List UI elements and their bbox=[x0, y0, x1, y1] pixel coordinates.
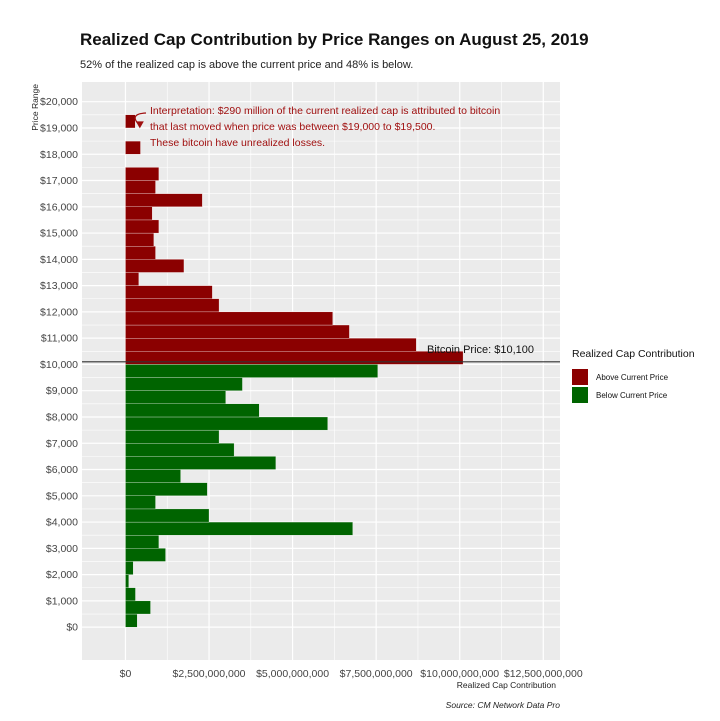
x-tick-label: $12,500,000,000 bbox=[504, 668, 583, 680]
y-tick-label: $2,000 bbox=[46, 569, 78, 581]
legend-item-above: Above Current Price bbox=[572, 368, 695, 386]
bar-above bbox=[125, 180, 156, 194]
y-tick-label: $17,000 bbox=[40, 175, 78, 187]
legend-title: Realized Cap Contribution bbox=[572, 348, 695, 360]
y-tick-label: $5,000 bbox=[46, 490, 78, 502]
current-price-label: Bitcoin Price: $10,100 bbox=[427, 344, 534, 356]
bar-above bbox=[125, 351, 464, 365]
legend-swatch-above bbox=[572, 369, 588, 385]
bar-above bbox=[125, 232, 155, 247]
y-tick-label: $3,000 bbox=[46, 543, 78, 555]
annotation-line: These bitcoin have unrealized losses. bbox=[150, 137, 325, 149]
bar-below bbox=[125, 508, 210, 523]
bar-below bbox=[125, 429, 220, 444]
bar-above bbox=[125, 285, 213, 299]
y-tick-label: $4,000 bbox=[46, 517, 78, 529]
bar-below bbox=[125, 535, 160, 549]
x-tick-label: $2,500,000,000 bbox=[173, 668, 246, 680]
bar-below bbox=[125, 600, 151, 615]
bar-above bbox=[125, 272, 139, 286]
annotation-arrowhead bbox=[135, 121, 144, 129]
bar-above bbox=[125, 259, 185, 273]
annotation-line: Interpretation: $290 million of the curr… bbox=[150, 105, 500, 117]
y-tick-label: $18,000 bbox=[40, 149, 78, 161]
y-tick-label: $11,000 bbox=[41, 333, 78, 345]
y-tick-label: $7,000 bbox=[46, 438, 78, 450]
chart-subtitle: 52% of the realized cap is above the cur… bbox=[80, 59, 414, 71]
bar-above bbox=[125, 219, 160, 234]
bar-below bbox=[125, 521, 353, 536]
bar-above bbox=[125, 338, 417, 352]
bar-below bbox=[125, 561, 134, 575]
legend-item-below: Below Current Price bbox=[572, 386, 695, 404]
bar-above bbox=[125, 193, 203, 207]
bar-below bbox=[125, 416, 328, 431]
y-tick-label: $12,000 bbox=[40, 306, 78, 318]
bar-below bbox=[125, 495, 156, 510]
bar-below bbox=[125, 377, 243, 391]
bar-below bbox=[125, 456, 277, 470]
bar-above bbox=[125, 167, 160, 181]
y-tick-label: $1,000 bbox=[46, 595, 78, 607]
x-tick-label: $5,000,000,000 bbox=[256, 668, 329, 680]
bar-below bbox=[125, 613, 138, 628]
y-tick-label: $9,000 bbox=[46, 385, 78, 397]
x-axis-title: Realized Cap Contribution bbox=[457, 680, 556, 690]
legend-label-below: Below Current Price bbox=[596, 390, 668, 400]
y-tick-label: $19,000 bbox=[40, 122, 78, 134]
bar-above bbox=[125, 140, 141, 155]
bar-below bbox=[125, 587, 136, 602]
bar-below bbox=[125, 364, 378, 378]
bar-below bbox=[125, 390, 226, 404]
y-tick-label: $13,000 bbox=[40, 280, 78, 292]
y-tick-label: $0 bbox=[66, 622, 78, 634]
x-tick-label: $7,500,000,000 bbox=[340, 668, 413, 680]
y-tick-label: $15,000 bbox=[40, 228, 78, 240]
bar-above bbox=[125, 311, 333, 326]
bar-below bbox=[125, 403, 260, 418]
bar-below bbox=[125, 548, 166, 562]
y-tick-label: $16,000 bbox=[40, 201, 78, 213]
chart-title: Realized Cap Contribution by Price Range… bbox=[80, 30, 589, 49]
bar-above bbox=[125, 114, 136, 129]
bar-above bbox=[125, 206, 153, 221]
y-tick-label: $8,000 bbox=[46, 411, 78, 423]
bar-above bbox=[125, 324, 350, 339]
bar-below bbox=[125, 469, 181, 483]
bar-above bbox=[125, 298, 220, 313]
y-axis-title: Price Range bbox=[30, 84, 40, 131]
y-tick-label: $14,000 bbox=[40, 254, 78, 266]
bar-below bbox=[125, 482, 208, 496]
x-tick-label: $10,000,000,000 bbox=[420, 668, 499, 680]
bar-below bbox=[125, 443, 235, 457]
bar-above bbox=[125, 246, 156, 260]
y-tick-label: $20,000 bbox=[40, 96, 78, 108]
y-tick-label: $6,000 bbox=[46, 464, 78, 476]
source-note: Source: CM Network Data Pro bbox=[445, 700, 560, 710]
legend: Realized Cap Contribution Above Current … bbox=[572, 348, 695, 404]
x-tick-label: $0 bbox=[120, 668, 132, 680]
legend-swatch-below bbox=[572, 387, 588, 403]
annotation-line: that last moved when price was between $… bbox=[150, 121, 435, 133]
y-tick-label: $10,000 bbox=[40, 359, 78, 371]
legend-label-above: Above Current Price bbox=[596, 372, 669, 382]
bar-below bbox=[125, 574, 129, 588]
